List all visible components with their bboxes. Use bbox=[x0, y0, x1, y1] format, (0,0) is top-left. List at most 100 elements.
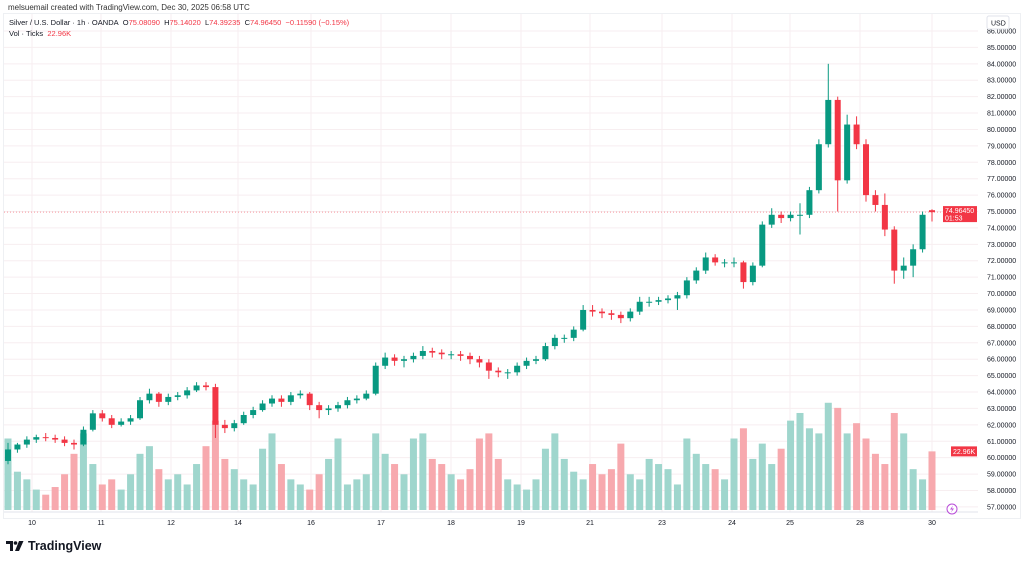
candle-body bbox=[910, 249, 917, 266]
candle-body bbox=[674, 295, 681, 299]
price-tick-label: 85.00000 bbox=[987, 45, 1016, 52]
volume-value: 22.96K bbox=[47, 29, 72, 38]
candle-body bbox=[344, 400, 351, 406]
volume-bar bbox=[475, 438, 483, 510]
price-tick-label: 83.00000 bbox=[987, 78, 1016, 85]
volume-bar bbox=[532, 479, 540, 510]
candle-body bbox=[184, 390, 191, 396]
volume-bar bbox=[871, 453, 879, 510]
volume-bar bbox=[862, 438, 870, 510]
currency-badge[interactable]: USD bbox=[986, 15, 1010, 30]
candle-body bbox=[203, 385, 209, 388]
price-tick-label: 78.00000 bbox=[987, 160, 1016, 167]
low-value: 74.39235 bbox=[209, 18, 241, 27]
price-tick-label: 66.00000 bbox=[987, 357, 1016, 364]
volume-bar bbox=[824, 402, 832, 510]
candle-body bbox=[646, 301, 653, 303]
candle-body bbox=[542, 346, 549, 360]
volume-bar bbox=[636, 479, 644, 510]
candle-body bbox=[410, 355, 417, 360]
volume-bar bbox=[787, 420, 795, 510]
volume-bar bbox=[202, 446, 210, 510]
candle-body bbox=[891, 229, 898, 271]
candle-body bbox=[212, 387, 219, 425]
volume-bar bbox=[164, 479, 172, 510]
volume-bar bbox=[494, 458, 502, 510]
candle-body bbox=[467, 355, 473, 360]
price-tick-label: 58.00000 bbox=[987, 488, 1016, 495]
volume-bar bbox=[42, 494, 50, 510]
volume-bar bbox=[579, 479, 587, 510]
volume-bar bbox=[249, 484, 257, 510]
volume-bar bbox=[909, 469, 917, 510]
volume-bar bbox=[230, 469, 238, 510]
volume-bar bbox=[277, 464, 285, 510]
candle-body bbox=[693, 270, 700, 281]
price-tick-label: 63.00000 bbox=[987, 406, 1016, 413]
symbol-title[interactable]: Silver / U.S. Dollar · 1h · OANDA bbox=[9, 18, 119, 27]
volume-bar bbox=[853, 423, 861, 510]
volume-bar bbox=[928, 451, 936, 510]
volume-title[interactable]: Vol · Ticks bbox=[9, 29, 44, 38]
candle-body bbox=[316, 405, 323, 411]
volume-bar bbox=[447, 474, 455, 510]
volume-row: Vol · Ticks 22.96K bbox=[9, 28, 349, 39]
volume-bar bbox=[13, 471, 21, 510]
candle-body bbox=[155, 393, 162, 402]
time-tick-label: 11 bbox=[97, 520, 104, 527]
volume-bar bbox=[362, 474, 370, 510]
volume-bar bbox=[334, 438, 342, 510]
candle-body bbox=[787, 214, 794, 219]
volume-bar bbox=[174, 474, 182, 510]
volume-bar bbox=[702, 464, 710, 510]
candle-body bbox=[335, 405, 341, 409]
price-tick-label: 70.00000 bbox=[987, 291, 1016, 298]
price-axis: 57.00000 58.00000 59.00000 60.00000 61.00000… bbox=[987, 29, 1016, 512]
candle-body bbox=[580, 309, 587, 330]
low-label: L bbox=[204, 18, 210, 27]
candle-body bbox=[174, 395, 181, 397]
volume-bar bbox=[721, 479, 729, 510]
volume-bar bbox=[391, 464, 399, 510]
volume-bar bbox=[598, 474, 606, 510]
candle-body bbox=[363, 393, 370, 399]
candle-body bbox=[608, 313, 615, 315]
volume-bar bbox=[79, 433, 87, 510]
candle-body bbox=[146, 393, 153, 401]
volume-bar bbox=[51, 487, 59, 510]
close-value: 74.96450 bbox=[250, 18, 282, 27]
candle-body bbox=[61, 439, 68, 443]
volume-bar bbox=[325, 458, 333, 510]
time-tick-label: 17 bbox=[377, 520, 385, 527]
candle-body bbox=[589, 309, 596, 312]
candle-body bbox=[448, 354, 455, 356]
candle-body bbox=[731, 262, 737, 264]
candle-body bbox=[551, 337, 558, 347]
price-tick-label: 68.00000 bbox=[987, 324, 1016, 331]
candle-body bbox=[457, 354, 464, 356]
volume-bar bbox=[32, 489, 40, 510]
time-axis: 10 11 12 14 16 17 18 19 21 23 24 25 28 30 bbox=[28, 520, 936, 527]
volume-bar bbox=[23, 479, 31, 510]
time-tick-label: 25 bbox=[786, 520, 794, 527]
candle-body bbox=[259, 403, 266, 411]
tradingview-logo[interactable]: TradingView bbox=[6, 539, 101, 553]
candle-body bbox=[514, 365, 521, 373]
volume-bar bbox=[296, 484, 304, 510]
change-value: −0.11590 (−0.15%) bbox=[285, 18, 350, 27]
volume-bar bbox=[919, 479, 927, 510]
candle-body bbox=[127, 418, 134, 422]
candle-body bbox=[504, 372, 511, 374]
price-tick-label: 59.00000 bbox=[987, 472, 1016, 479]
candle-body bbox=[523, 360, 530, 366]
time-tick-label: 24 bbox=[728, 520, 736, 527]
candle-body bbox=[929, 210, 935, 213]
volume-bar bbox=[211, 420, 219, 510]
price-tick-label: 77.00000 bbox=[987, 176, 1016, 183]
price-tick-label: 72.00000 bbox=[987, 258, 1016, 265]
volume-bar bbox=[259, 448, 267, 510]
indicator-lightning-icon[interactable] bbox=[946, 503, 958, 515]
volume-bar bbox=[485, 433, 493, 510]
candle-body bbox=[815, 144, 822, 191]
